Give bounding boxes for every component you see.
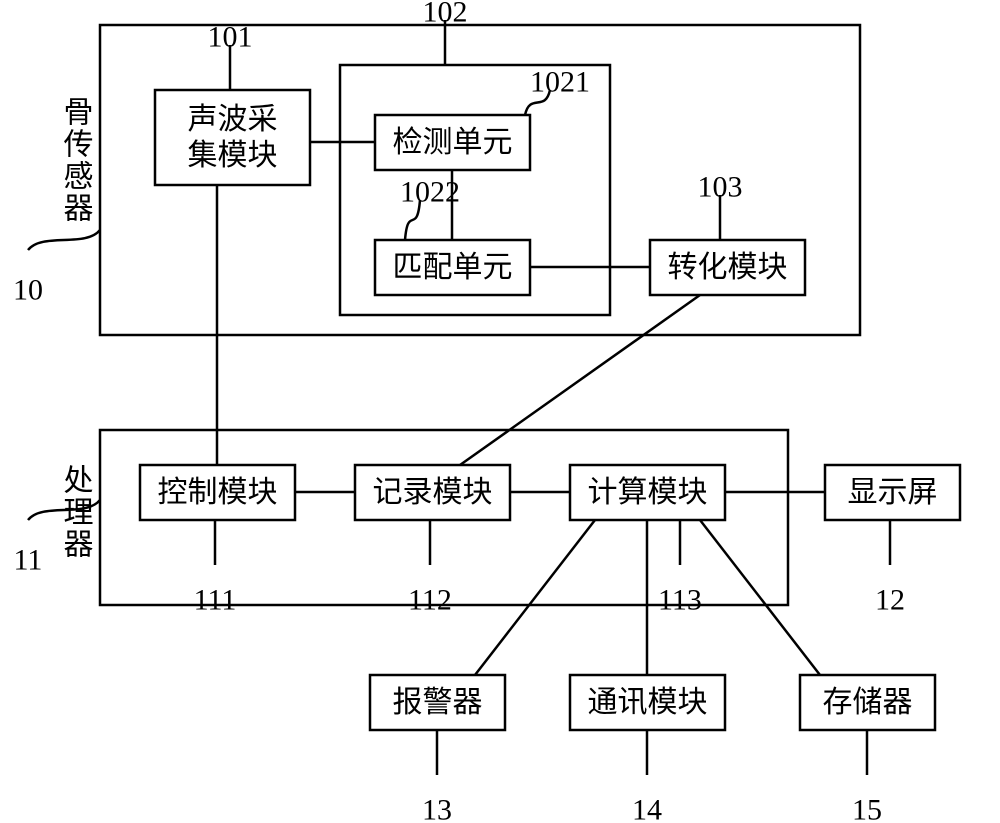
node-id-n12: 12 (875, 584, 905, 617)
node-id-n15: 15 (852, 794, 882, 823)
node-label-n13: 报警器 (393, 686, 483, 719)
edge-n113-n15 (700, 520, 820, 675)
node-id-n13: 13 (422, 794, 452, 823)
node-label2-n101: 集模块 (188, 139, 278, 172)
container-id-sensor: 10 (13, 274, 43, 307)
node-label-n111: 控制模块 (158, 476, 278, 509)
edge-n113-n13 (475, 520, 595, 675)
node-id-n101: 101 (208, 21, 253, 54)
callout-sensor (28, 230, 100, 250)
node-id-n1021: 1021 (530, 66, 590, 99)
edge-n103-n112 (460, 295, 700, 465)
node-label-n15: 存储器 (823, 686, 913, 719)
node-id-n113: 113 (658, 584, 702, 617)
node-id-n111: 111 (194, 584, 237, 617)
node-id-n112: 112 (408, 584, 452, 617)
node-id-n14: 14 (632, 794, 662, 823)
node-label-n14: 通讯模块 (588, 686, 708, 719)
node-label1-n101: 声波采 (188, 103, 278, 136)
container-processor (100, 430, 788, 605)
container-label-sensor: 骨传感器 (59, 96, 94, 224)
container-label-processor: 处理器 (59, 464, 94, 560)
node-label-n12: 显示屏 (848, 476, 938, 509)
node-label-n113: 计算模块 (588, 476, 708, 509)
container-id-group102: 102 (423, 0, 468, 29)
node-label-n103: 转化模块 (668, 251, 788, 284)
container-id-processor: 11 (14, 544, 43, 577)
node-label-n1021: 检测单元 (393, 126, 513, 159)
node-label-n112: 记录模块 (373, 476, 493, 509)
container-sensor (100, 25, 860, 335)
node-id-n103: 103 (698, 171, 743, 204)
node-label-n1022: 匹配单元 (393, 251, 513, 284)
